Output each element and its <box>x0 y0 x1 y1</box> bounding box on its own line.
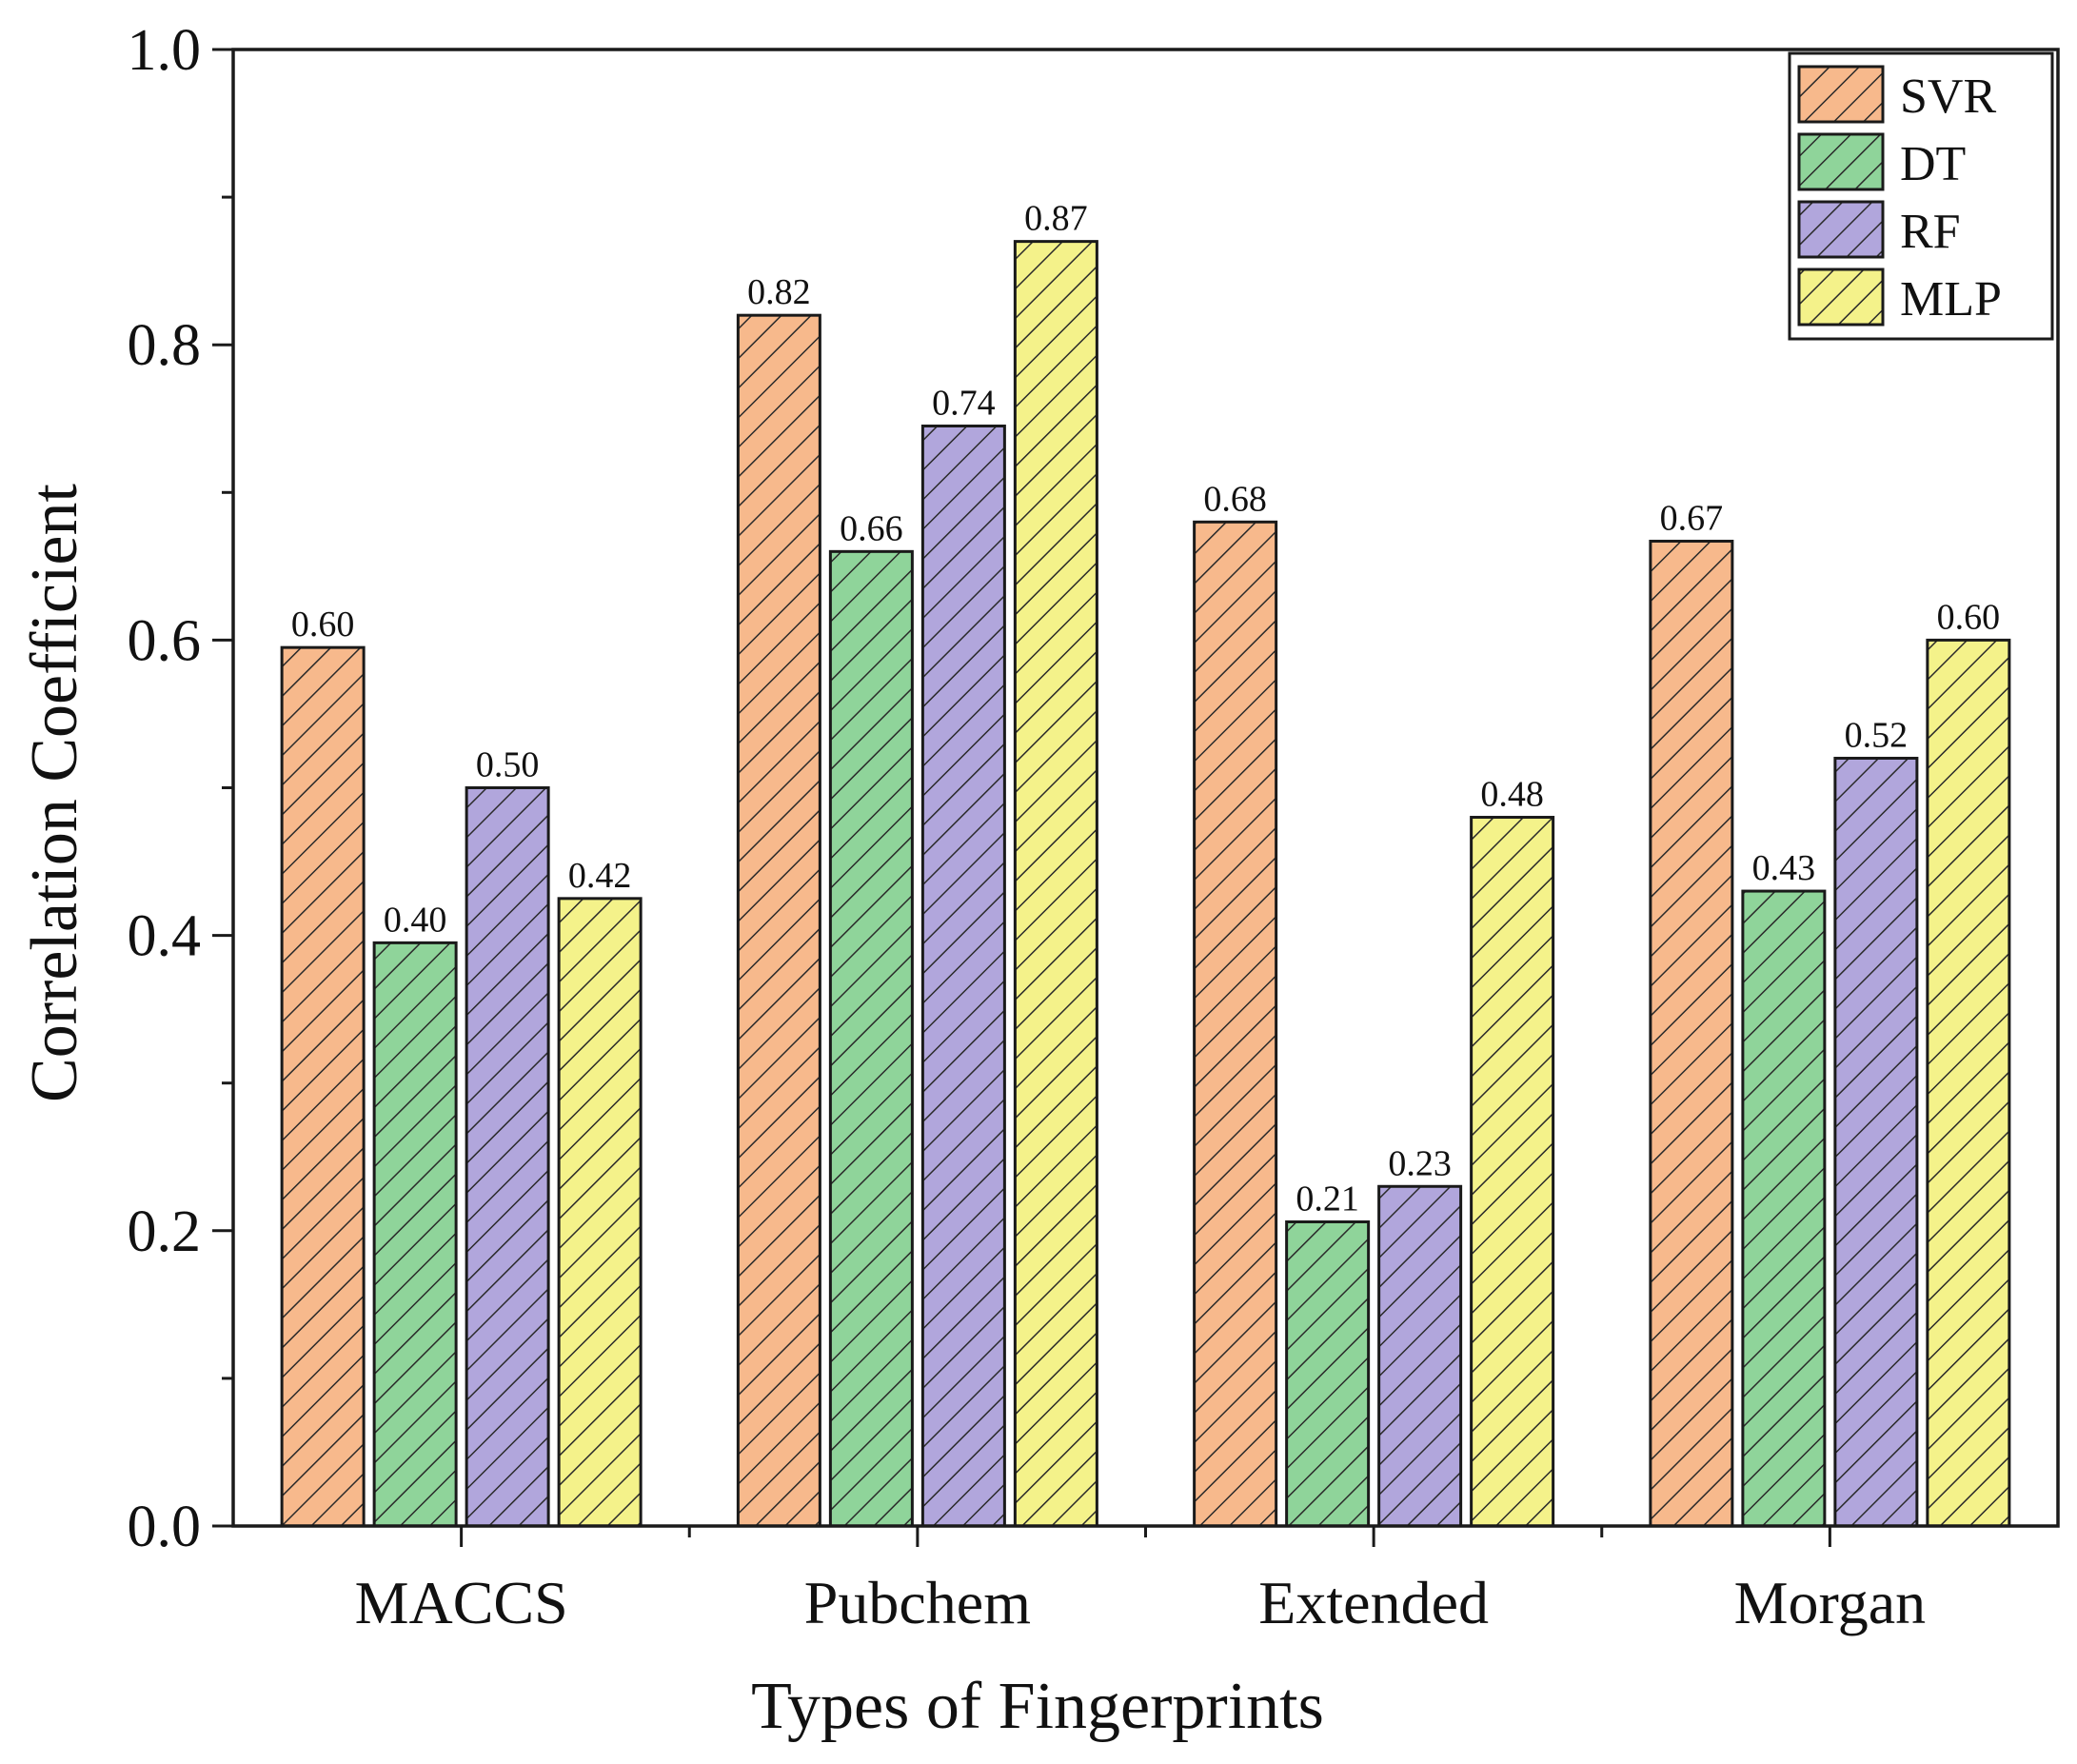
bar-dt-extended <box>1285 1219 1371 1528</box>
y-tick-label: 1.0 <box>128 18 202 83</box>
y-tick-label: 0.2 <box>128 1199 202 1264</box>
data-label-rf-maccs: 0.50 <box>476 745 540 785</box>
legend-swatch-mlp <box>1797 268 1885 327</box>
bar-mlp-maccs <box>557 897 643 1528</box>
legend-swatch-dt <box>1797 132 1885 191</box>
y-tick-label: 0.4 <box>128 904 202 969</box>
data-label-dt-maccs: 0.40 <box>384 900 447 940</box>
y-tick-label: 0.8 <box>128 313 202 378</box>
bar-rf-morgan <box>1833 756 1919 1528</box>
bar-mlp-pubchem <box>1013 240 1098 1528</box>
legend-label-mlp: MLP <box>1900 272 2002 327</box>
y-tick-label: 0.6 <box>128 608 202 673</box>
y-axis-title: Correlation Coefficient <box>18 484 91 1102</box>
x-tick-label-pubchem: Pubchem <box>804 1569 1031 1636</box>
bar-mlp-extended <box>1470 816 1555 1528</box>
data-label-mlp-pubchem: 0.87 <box>1024 199 1088 239</box>
data-label-svr-pubchem: 0.82 <box>747 272 811 312</box>
data-label-mlp-morgan: 0.60 <box>1937 597 2001 637</box>
x-tick-label-maccs: MACCS <box>355 1569 568 1636</box>
data-label-svr-morgan: 0.67 <box>1660 498 1724 538</box>
bar-svr-pubchem <box>736 313 821 1528</box>
legend-label-rf: RF <box>1900 205 1961 259</box>
x-tick-label-morgan: Morgan <box>1734 1569 1926 1636</box>
bar-rf-extended <box>1377 1184 1463 1528</box>
x-axis-title: Types of Fingerprints <box>751 1670 1324 1743</box>
data-label-dt-morgan: 0.43 <box>1752 848 1816 888</box>
data-label-mlp-extended: 0.48 <box>1480 775 1544 815</box>
data-label-rf-extended: 0.23 <box>1388 1143 1452 1183</box>
data-label-dt-pubchem: 0.66 <box>840 508 903 548</box>
legend-swatch-svr <box>1797 65 1885 124</box>
bar-dt-pubchem <box>828 549 914 1528</box>
data-label-rf-pubchem: 0.74 <box>932 384 996 424</box>
data-label-rf-morgan: 0.52 <box>1845 715 1909 755</box>
y-tick-label: 0.0 <box>128 1495 202 1559</box>
data-label-svr-maccs: 0.60 <box>291 605 355 644</box>
bar-rf-pubchem <box>920 425 1006 1528</box>
legend-label-svr: SVR <box>1900 69 1996 124</box>
data-label-svr-extended: 0.68 <box>1203 479 1267 519</box>
bar-svr-extended <box>1193 520 1278 1528</box>
bar-dt-morgan <box>1741 889 1827 1528</box>
bar-mlp-morgan <box>1926 638 2011 1528</box>
legend-label-dt: DT <box>1900 137 1966 191</box>
bar-rf-maccs <box>465 786 550 1528</box>
legend-swatch-rf <box>1797 200 1885 259</box>
x-tick-label-extended: Extended <box>1258 1569 1489 1636</box>
data-label-mlp-maccs: 0.42 <box>568 856 632 896</box>
bar-svr-maccs <box>280 645 366 1528</box>
bar-svr-morgan <box>1649 539 1734 1528</box>
bar-dt-maccs <box>372 941 458 1528</box>
data-label-dt-extended: 0.21 <box>1296 1179 1359 1219</box>
